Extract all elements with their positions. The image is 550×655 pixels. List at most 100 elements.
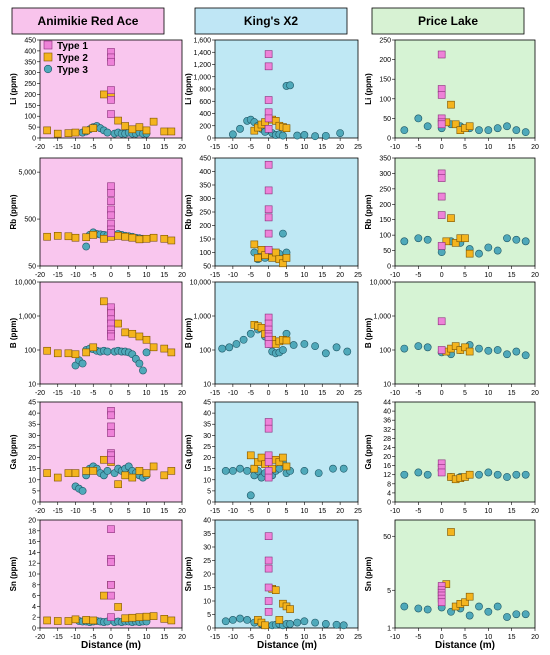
x-tick-label: 0 bbox=[109, 272, 113, 279]
point-type2 bbox=[128, 473, 137, 482]
point-type3 bbox=[82, 242, 91, 251]
point-type3 bbox=[503, 234, 511, 243]
point-type3 bbox=[321, 349, 330, 358]
point-type3 bbox=[239, 335, 248, 344]
point-type3 bbox=[321, 620, 330, 628]
x-tick-label: 25 bbox=[354, 390, 362, 397]
x-tick-label: -10 bbox=[390, 508, 400, 515]
y-tick-label: 250 bbox=[379, 186, 391, 193]
y-tick-label: 150 bbox=[379, 77, 391, 84]
x-tick-label: 15 bbox=[508, 144, 516, 151]
point-type3 bbox=[493, 346, 502, 354]
header-kings: King's X2 bbox=[194, 7, 348, 35]
y-tick-label: 100 bbox=[379, 96, 391, 103]
point-type3 bbox=[521, 351, 530, 360]
point-type3 bbox=[286, 620, 294, 628]
point-type2 bbox=[135, 467, 144, 475]
point-type2 bbox=[114, 116, 122, 125]
point-type2 bbox=[149, 233, 158, 242]
x-tick-label: -10 bbox=[390, 144, 400, 151]
point-type3 bbox=[414, 114, 423, 123]
y-tick-label: 100 bbox=[379, 348, 391, 355]
point-type1 bbox=[264, 467, 273, 475]
x-tick-label: 0 bbox=[440, 272, 444, 279]
x-tick-label: -10 bbox=[228, 634, 238, 641]
point-type2 bbox=[53, 473, 62, 482]
y-tick-label: 350 bbox=[379, 156, 391, 163]
point-type1 bbox=[437, 120, 446, 129]
point-type2 bbox=[160, 344, 169, 353]
x-tick-label: 5 bbox=[127, 508, 131, 515]
point-type3 bbox=[103, 347, 112, 356]
point-type2 bbox=[82, 348, 90, 357]
chart-kx-ga: -15 -10 -5 0 5 10 15 20 25 0 5 10 15 20 25 30 35 40 45 Ga (… bbox=[184, 400, 362, 516]
point-type2 bbox=[282, 124, 291, 132]
point-type3 bbox=[414, 604, 423, 613]
point-type2 bbox=[71, 233, 80, 242]
point-type2 bbox=[71, 469, 80, 477]
legend-marker bbox=[43, 40, 53, 50]
point-type3 bbox=[475, 126, 483, 135]
x-tick-label: 0 bbox=[440, 390, 444, 397]
y-tick-label: 1,200 bbox=[193, 62, 211, 69]
series-type2 bbox=[43, 231, 176, 245]
y-tick-label: 100 bbox=[199, 348, 211, 355]
x-tick-label: 0 bbox=[267, 272, 271, 279]
point-type3 bbox=[339, 621, 348, 630]
y-tick-label: 400 bbox=[199, 111, 211, 118]
x-tick-label: 25 bbox=[354, 508, 362, 515]
x-tick-label: -15 bbox=[210, 272, 220, 279]
y-tick-label: 0 bbox=[207, 136, 211, 143]
x-tick-label: 15 bbox=[160, 390, 168, 397]
y-tick-label: 200 bbox=[379, 202, 391, 209]
point-type3 bbox=[423, 122, 432, 131]
point-type3 bbox=[400, 126, 409, 135]
x-tick-label: 10 bbox=[484, 390, 492, 397]
x-tick-label: -10 bbox=[70, 390, 80, 397]
x-tick-label: -10 bbox=[228, 390, 238, 397]
point-type2 bbox=[254, 254, 262, 262]
chart-pl-b: -10 -5 0 5 10 15 20 10 100 1,000 10,000 B (ppm) bbox=[364, 280, 539, 398]
point-type2 bbox=[275, 616, 284, 624]
x-tick-label: 5 bbox=[463, 508, 467, 515]
point-type2 bbox=[447, 214, 455, 222]
x-tick-label: 5 bbox=[285, 272, 289, 279]
y-tick-label: 50 bbox=[383, 534, 391, 541]
point-type2 bbox=[82, 126, 90, 135]
x-tick-label: -5 bbox=[90, 272, 96, 279]
x-tick-label: 10 bbox=[143, 390, 151, 397]
x-tick-label: -5 bbox=[415, 272, 421, 279]
y-tick-label: 10 bbox=[28, 477, 36, 484]
x-tick-label: -10 bbox=[70, 272, 80, 279]
point-type2 bbox=[128, 125, 137, 134]
y-tick-label: 0 bbox=[32, 500, 36, 507]
y-tick-label: 15 bbox=[203, 466, 211, 473]
point-type2 bbox=[160, 615, 169, 623]
x-tick-label: -15 bbox=[210, 508, 220, 515]
point-type2 bbox=[451, 120, 460, 129]
series-type2 bbox=[442, 214, 474, 258]
point-type3 bbox=[475, 249, 483, 258]
y-axis-label: Sn (ppm) bbox=[184, 556, 193, 591]
point-type2 bbox=[121, 232, 129, 241]
point-type1 bbox=[264, 205, 273, 214]
x-tick-label: 20 bbox=[531, 272, 539, 279]
x-tick-label: 15 bbox=[508, 508, 516, 515]
point-type3 bbox=[232, 340, 241, 348]
point-type3 bbox=[293, 618, 302, 627]
series-type1 bbox=[264, 160, 273, 254]
point-type3 bbox=[311, 132, 319, 141]
point-type2 bbox=[160, 127, 169, 136]
x-tick-label: 15 bbox=[160, 144, 168, 151]
series-type1 bbox=[264, 50, 273, 133]
y-tick-label: 300 bbox=[379, 171, 391, 178]
point-type2 bbox=[71, 350, 80, 359]
y-tick-label: 100 bbox=[24, 348, 36, 355]
point-type2 bbox=[82, 616, 90, 624]
series-type1 bbox=[107, 48, 115, 118]
y-tick-label: 25 bbox=[203, 444, 211, 451]
x-tick-label: 0 bbox=[440, 144, 444, 151]
point-type3 bbox=[246, 491, 255, 500]
x-tick-label: 0 bbox=[267, 634, 271, 641]
y-tick-label: 10 bbox=[28, 572, 36, 579]
